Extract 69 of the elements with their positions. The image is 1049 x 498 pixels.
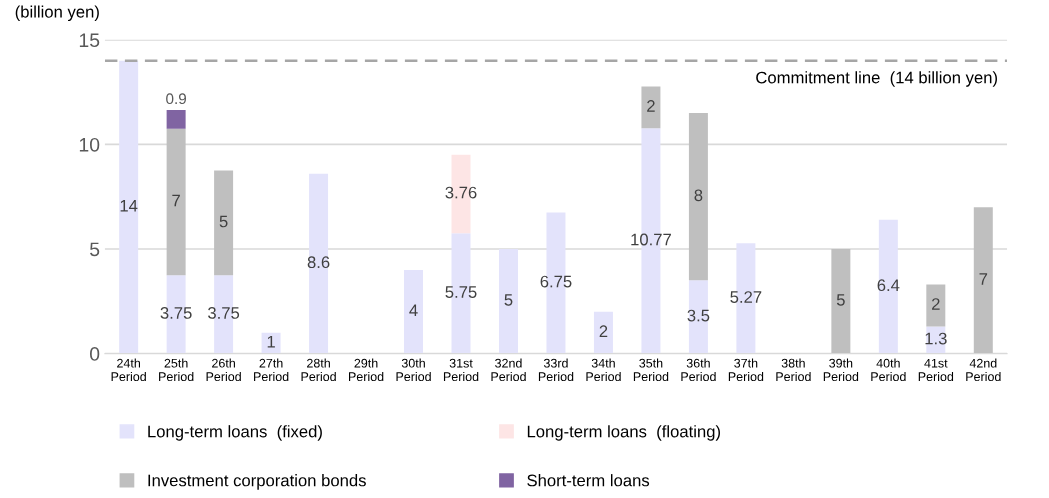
bar: [831, 249, 851, 354]
data-label: 3.75: [208, 307, 240, 319]
x-tick-label: 35th Period: [633, 358, 669, 382]
bar: [688, 280, 708, 354]
bar: [166, 109, 186, 129]
x-tick-label: 39th Period: [823, 358, 859, 382]
x-tick-label: 36th Period: [681, 358, 716, 382]
data-label: 0.9: [166, 93, 187, 105]
data-label: 8: [694, 189, 703, 202]
bar: [166, 128, 186, 276]
y-axis-title: (billion yen): [15, 5, 99, 22]
legend-label: Short-term loans: [527, 474, 650, 487]
data-label: 4: [409, 304, 418, 317]
bar: [309, 173, 329, 354]
bar: [498, 249, 518, 354]
x-tick-label: 25th Period: [159, 358, 194, 382]
data-label: 5: [219, 215, 228, 228]
data-label: 6.75: [540, 275, 572, 288]
x-tick-label: 27th Period: [254, 358, 289, 382]
bar: [878, 219, 898, 354]
bar: [214, 170, 234, 276]
y-tick-label: 5: [90, 242, 100, 257]
data-label: 3.75: [160, 307, 192, 319]
data-label: 2: [932, 298, 940, 310]
data-label: 8.6: [307, 256, 330, 269]
y-tick-label: 10: [79, 137, 100, 152]
x-tick-label: 31st Period: [443, 358, 479, 382]
x-tick-label: 42nd Period: [966, 358, 1001, 382]
x-tick-label: 33rd Period: [538, 358, 574, 382]
data-label: 1.3: [925, 332, 947, 345]
bar: [926, 284, 946, 327]
bar: [973, 207, 993, 354]
legend-label: Long-term loans (floating): [527, 425, 720, 441]
bar: [688, 113, 708, 281]
data-label: 5: [504, 294, 513, 306]
x-tick-label: 29th Period: [349, 358, 384, 382]
data-label: 14: [120, 200, 138, 212]
data-label: 5.75: [445, 286, 477, 298]
data-label: 3.76: [445, 186, 477, 199]
y-tick-label: 0: [89, 347, 100, 361]
data-label: 2: [647, 100, 655, 112]
x-tick-label: 28th Period: [301, 358, 336, 382]
legend-label: Long-term loans (fixed): [148, 425, 322, 441]
ref-line-label: Commitment line (14 billion yen): [756, 71, 997, 87]
bar: [641, 86, 661, 129]
bar: [119, 60, 139, 354]
x-tick-label: 41st Period: [918, 358, 954, 382]
y-tick-label: 15: [79, 33, 100, 48]
bar: [593, 311, 613, 354]
data-label: 7: [172, 194, 180, 207]
x-tick-label: 40th Period: [871, 358, 906, 382]
x-tick-label: 38th Period: [776, 358, 811, 382]
x-tick-label: 30th Period: [396, 358, 431, 382]
bar: [404, 269, 424, 354]
x-tick-label: 26th Period: [206, 358, 241, 382]
data-label: 2: [599, 325, 608, 337]
x-tick-label: 24th Period: [111, 358, 146, 382]
x-tick-label: 32nd Period: [491, 358, 526, 382]
data-label: 3.5: [687, 309, 710, 322]
data-label: 6.4: [877, 279, 900, 292]
bar: [261, 332, 281, 354]
legend-label: Investment corporation bonds: [148, 474, 366, 490]
data-label: 5: [836, 294, 845, 306]
data-label: 5.27: [730, 291, 762, 303]
x-tick-label: 34th Period: [586, 358, 621, 382]
x-tick-label: 37th Period: [728, 358, 764, 382]
data-label: 1: [267, 335, 275, 348]
data-label: 10.77: [631, 233, 671, 246]
data-label: 7: [979, 273, 988, 285]
